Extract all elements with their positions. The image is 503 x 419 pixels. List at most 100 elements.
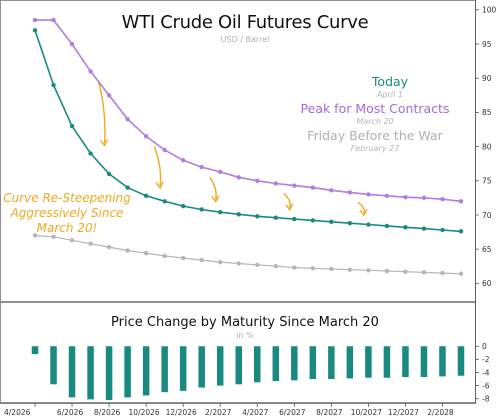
series-point-2 bbox=[51, 234, 56, 240]
series-point-0 bbox=[88, 151, 93, 156]
steepening-arrow bbox=[283, 192, 291, 208]
bar bbox=[383, 346, 391, 378]
series-line-2 bbox=[34, 234, 462, 275]
top-y-tick-label: 75 bbox=[482, 177, 492, 186]
bar bbox=[457, 346, 465, 376]
series-point-0 bbox=[199, 207, 204, 212]
x-tick-label: 2/2028 bbox=[427, 408, 454, 417]
series-point-1 bbox=[366, 192, 371, 197]
legend-peak-date: March 20 bbox=[356, 117, 393, 126]
series-point-0 bbox=[69, 123, 75, 129]
series-point-0 bbox=[51, 82, 56, 88]
series-point-1 bbox=[32, 17, 38, 23]
series-layer bbox=[32, 17, 464, 276]
series-point-2 bbox=[421, 270, 427, 275]
series-point-1 bbox=[310, 185, 316, 190]
top-y-tick-label: 65 bbox=[482, 245, 492, 254]
bar bbox=[31, 346, 39, 355]
bottom-y-tick-label: -8 bbox=[482, 395, 490, 404]
bar-chart-title: Price Change by Maturity Since March 20 bbox=[111, 315, 379, 330]
bar bbox=[402, 346, 409, 378]
x-tick-label: 6/2026 bbox=[57, 408, 84, 417]
series-point-2 bbox=[255, 262, 260, 268]
steepening-arrowhead bbox=[211, 195, 220, 203]
bar bbox=[179, 346, 187, 391]
legend-today: Today bbox=[371, 74, 409, 89]
steepening-arrows bbox=[97, 81, 368, 217]
series-point-2 bbox=[329, 266, 334, 272]
steepening-arrowhead bbox=[100, 139, 109, 147]
series-point-2 bbox=[273, 264, 278, 269]
bar bbox=[87, 346, 94, 400]
bottom-y-tick-label: -6 bbox=[482, 381, 490, 390]
series-point-0 bbox=[403, 225, 408, 230]
series-point-2 bbox=[347, 267, 353, 272]
steepening-arrow bbox=[97, 81, 106, 144]
series-point-2 bbox=[88, 241, 93, 246]
bar bbox=[161, 346, 168, 393]
x-tick-label: 12/2027 bbox=[388, 408, 419, 417]
series-point-2 bbox=[125, 248, 130, 253]
bottom-y-tick-label: -2 bbox=[482, 355, 490, 364]
series-point-1 bbox=[180, 158, 186, 163]
top-y-tick-label: 95 bbox=[482, 40, 492, 49]
series-point-1 bbox=[273, 181, 278, 186]
series-point-0 bbox=[347, 220, 353, 226]
series-point-2 bbox=[106, 244, 112, 250]
series-point-0 bbox=[125, 185, 130, 190]
x-tick-label: 4/2027 bbox=[242, 408, 269, 417]
top-y-tick-label: 85 bbox=[482, 108, 492, 117]
bar bbox=[346, 346, 354, 379]
series-point-1 bbox=[347, 190, 353, 195]
bar bbox=[309, 346, 317, 380]
series-line-0 bbox=[34, 30, 462, 233]
series-point-1 bbox=[458, 199, 464, 204]
x-tick-label: 12/2026 bbox=[166, 408, 197, 417]
series-point-0 bbox=[458, 229, 464, 234]
series-point-0 bbox=[106, 171, 112, 177]
x-tick-label: 10/2026 bbox=[129, 408, 160, 417]
bar bbox=[105, 346, 113, 401]
bar bbox=[439, 346, 446, 377]
series-point-2 bbox=[218, 259, 223, 265]
top-y-tick-label: 60 bbox=[482, 279, 492, 288]
legend-today-date: April 1 bbox=[376, 90, 403, 99]
series-point-0 bbox=[440, 227, 445, 233]
bar bbox=[272, 346, 280, 382]
series-point-1 bbox=[218, 169, 223, 175]
legend-peak: Peak for Most Contracts bbox=[301, 101, 450, 116]
series-point-0 bbox=[292, 216, 297, 222]
bar bbox=[216, 346, 224, 386]
steepening-arrowhead bbox=[155, 181, 164, 190]
series-point-2 bbox=[69, 238, 75, 243]
series-point-1 bbox=[125, 117, 130, 122]
series-point-0 bbox=[421, 226, 427, 231]
series-point-1 bbox=[255, 178, 260, 183]
series-point-2 bbox=[32, 233, 38, 238]
series-point-1 bbox=[143, 134, 149, 139]
bar bbox=[124, 346, 131, 398]
series-point-2 bbox=[292, 265, 297, 270]
bar bbox=[254, 346, 261, 383]
bar bbox=[365, 346, 372, 378]
series-point-0 bbox=[143, 193, 149, 199]
series-point-1 bbox=[440, 197, 445, 202]
series-point-2 bbox=[403, 269, 408, 274]
series-point-2 bbox=[440, 270, 445, 276]
bar bbox=[50, 346, 57, 385]
top-y-tick-label: 90 bbox=[482, 74, 492, 83]
series-point-2 bbox=[366, 268, 371, 273]
series-point-1 bbox=[106, 93, 112, 98]
top-y-tick-label: 100 bbox=[482, 6, 497, 15]
series-point-0 bbox=[236, 212, 241, 217]
x-tick-label: 2/2027 bbox=[205, 408, 232, 417]
series-point-1 bbox=[329, 188, 334, 193]
bottom-y-ticks: 0 -2 -4 -6 -8 bbox=[475, 342, 490, 404]
steepening-arrow bbox=[209, 176, 217, 200]
bottom-y-tick-label: -4 bbox=[482, 368, 490, 377]
series-point-0 bbox=[218, 210, 223, 215]
series-point-0 bbox=[255, 214, 260, 219]
x-tick-label: 8/2026 bbox=[94, 408, 121, 417]
series-point-2 bbox=[180, 255, 186, 261]
